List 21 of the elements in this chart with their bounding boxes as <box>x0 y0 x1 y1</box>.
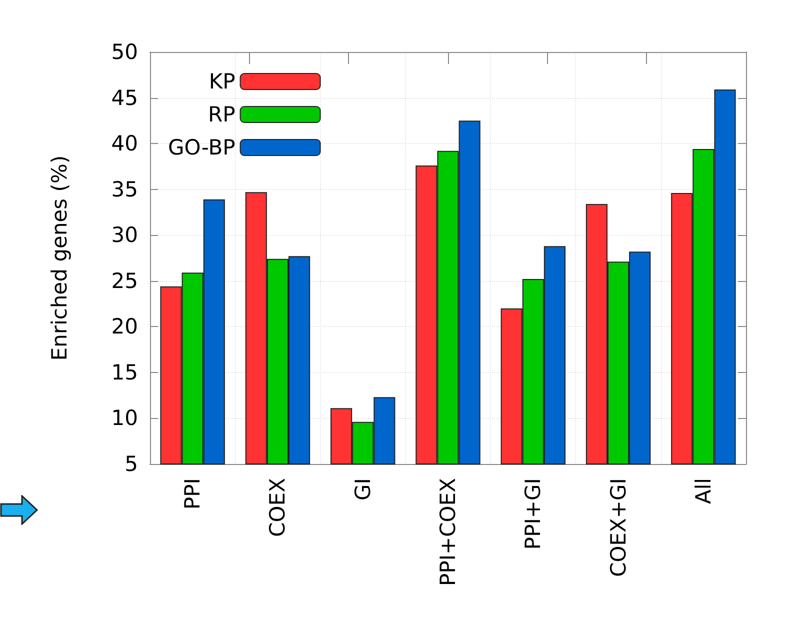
y-tick-label: 35 <box>111 177 138 202</box>
x-tick-label: PPI <box>180 478 205 510</box>
x-tick-label: COEX+GI <box>606 478 630 577</box>
y-tick-label: 5 <box>124 452 138 476</box>
x-tick-label: PPI+COEX <box>436 478 460 586</box>
legend-label: GO-BP <box>168 136 236 160</box>
y-tick-label: 20 <box>111 314 138 339</box>
y-tick-label: 15 <box>111 360 138 384</box>
x-tick-label: COEX <box>266 478 290 537</box>
x-tick-label: GI <box>350 478 375 500</box>
x-tick-label: PPI+GI <box>521 478 546 550</box>
y-tick-label: 10 <box>111 406 138 430</box>
y-tick-label: 45 <box>111 86 138 110</box>
y-tick-label: 40 <box>111 132 138 156</box>
x-tick-label: All <box>691 478 716 504</box>
y-tick-label: 50 <box>111 40 138 64</box>
y-axis-title: Enriched genes (%) <box>48 155 72 361</box>
y-tick-label: 30 <box>111 223 138 248</box>
y-tick-label: 25 <box>111 268 138 293</box>
legend-label: RP <box>208 102 236 126</box>
legend-label: KP <box>208 70 236 94</box>
